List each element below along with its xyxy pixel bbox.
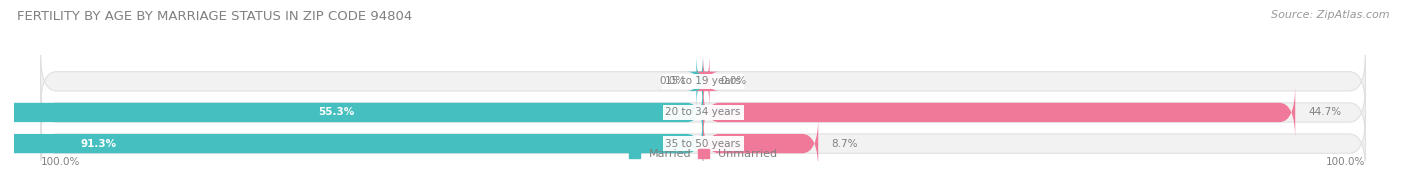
FancyBboxPatch shape (703, 85, 1295, 140)
FancyBboxPatch shape (41, 85, 1365, 140)
Text: 15 to 19 years: 15 to 19 years (665, 76, 741, 86)
FancyBboxPatch shape (41, 54, 1365, 109)
FancyBboxPatch shape (693, 54, 718, 109)
Text: FERTILITY BY AGE BY MARRIAGE STATUS IN ZIP CODE 94804: FERTILITY BY AGE BY MARRIAGE STATUS IN Z… (17, 10, 412, 23)
Text: 44.7%: 44.7% (1309, 107, 1341, 117)
FancyBboxPatch shape (41, 116, 1365, 171)
FancyBboxPatch shape (703, 116, 818, 171)
Text: 0.0%: 0.0% (720, 76, 747, 86)
Text: 91.3%: 91.3% (80, 139, 117, 149)
Text: 8.7%: 8.7% (831, 139, 858, 149)
Legend: Married, Unmarried: Married, Unmarried (624, 145, 782, 164)
Text: 55.3%: 55.3% (319, 107, 354, 117)
Text: 20 to 34 years: 20 to 34 years (665, 107, 741, 117)
FancyBboxPatch shape (0, 116, 703, 171)
Text: Source: ZipAtlas.com: Source: ZipAtlas.com (1271, 10, 1389, 20)
Text: 100.0%: 100.0% (41, 157, 80, 167)
Text: 0.0%: 0.0% (659, 76, 686, 86)
FancyBboxPatch shape (0, 85, 703, 140)
Text: 100.0%: 100.0% (1326, 157, 1365, 167)
FancyBboxPatch shape (688, 54, 713, 109)
Text: 35 to 50 years: 35 to 50 years (665, 139, 741, 149)
